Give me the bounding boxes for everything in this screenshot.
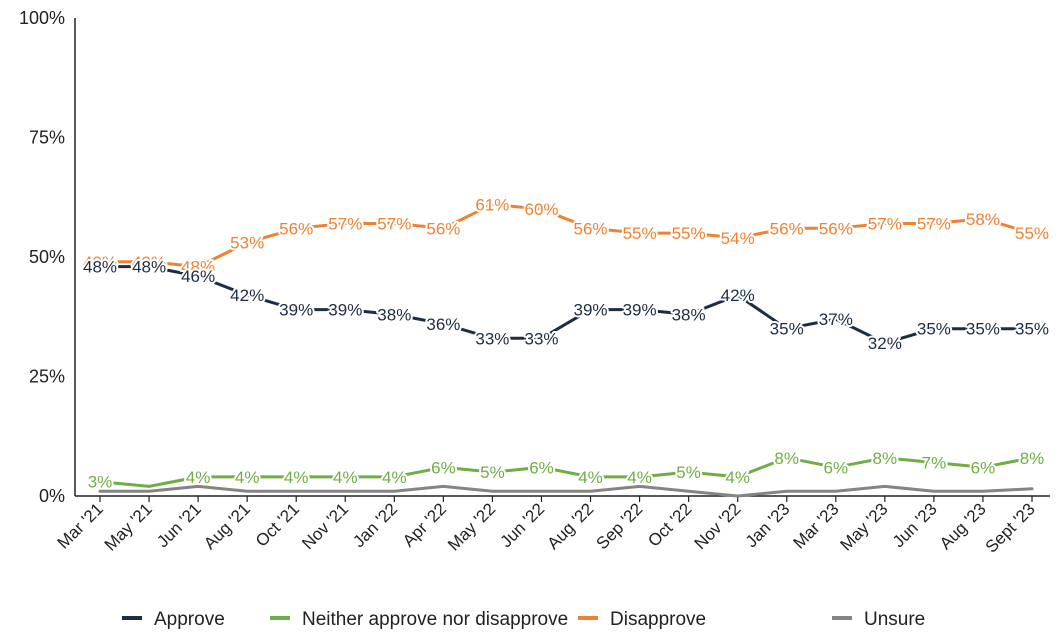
data-label-neither-approve-nor-disapprove: 5% bbox=[676, 463, 701, 482]
data-label-approve: 35% bbox=[917, 320, 951, 339]
data-label-approve: 35% bbox=[1015, 320, 1049, 339]
data-label-neither-approve-nor-disapprove: 4% bbox=[284, 468, 309, 487]
data-label-neither-approve-nor-disapprove: 4% bbox=[725, 468, 750, 487]
data-label-disapprove: 53% bbox=[230, 234, 264, 253]
x-tick-label: Jan '22 bbox=[349, 499, 401, 551]
data-label-approve: 48% bbox=[132, 258, 166, 277]
x-tick-label: Sept '23 bbox=[982, 499, 1039, 556]
data-label-approve: 39% bbox=[623, 301, 657, 320]
y-tick-label: 75% bbox=[29, 128, 65, 148]
data-label-disapprove: 54% bbox=[721, 229, 755, 248]
legend-label-unsure: Unsure bbox=[864, 609, 925, 630]
y-tick-label: 25% bbox=[29, 367, 65, 387]
data-label-disapprove: 55% bbox=[1015, 224, 1049, 243]
data-label-neither-approve-nor-disapprove: 7% bbox=[922, 454, 947, 473]
x-tick-label: Oct '21 bbox=[252, 499, 303, 550]
data-label-approve: 39% bbox=[328, 301, 362, 320]
series-line-unsure bbox=[100, 486, 1032, 496]
x-tick-label: Jun '21 bbox=[153, 499, 205, 551]
data-label-disapprove: 60% bbox=[524, 200, 558, 219]
x-tick-label: May '22 bbox=[444, 499, 499, 554]
x-tick-label: Aug '23 bbox=[936, 499, 990, 553]
data-label-disapprove: 55% bbox=[672, 224, 706, 243]
data-label-approve: 38% bbox=[672, 305, 706, 324]
data-label-approve: 33% bbox=[524, 329, 558, 348]
data-label-approve: 39% bbox=[573, 301, 607, 320]
data-label-disapprove: 56% bbox=[279, 219, 313, 238]
data-label-approve: 36% bbox=[426, 315, 460, 334]
x-tick-label: Jun '23 bbox=[889, 499, 941, 551]
data-label-neither-approve-nor-disapprove: 8% bbox=[774, 449, 799, 468]
data-label-disapprove: 56% bbox=[819, 219, 853, 238]
data-label-disapprove: 57% bbox=[377, 215, 411, 234]
y-tick-label: 0% bbox=[39, 486, 65, 506]
data-label-approve: 37% bbox=[819, 310, 853, 329]
legend-label-approve: Approve bbox=[154, 609, 225, 630]
data-label-neither-approve-nor-disapprove: 4% bbox=[627, 468, 652, 487]
data-label-neither-approve-nor-disapprove: 6% bbox=[529, 458, 554, 477]
data-label-neither-approve-nor-disapprove: 6% bbox=[971, 458, 996, 477]
data-label-approve: 39% bbox=[279, 301, 313, 320]
data-label-neither-approve-nor-disapprove: 6% bbox=[824, 458, 849, 477]
y-tick-label: 100% bbox=[19, 8, 65, 28]
data-label-disapprove: 58% bbox=[966, 210, 1000, 229]
data-label-approve: 35% bbox=[770, 320, 804, 339]
data-label-neither-approve-nor-disapprove: 8% bbox=[1020, 449, 1045, 468]
x-tick-label: Apr '22 bbox=[399, 499, 450, 550]
x-tick-label: Nov '22 bbox=[691, 499, 745, 553]
data-label-approve: 42% bbox=[230, 286, 264, 305]
legend-label-neither-approve-nor-disapprove: Neither approve nor disapprove bbox=[302, 609, 568, 630]
data-label-neither-approve-nor-disapprove: 5% bbox=[480, 463, 505, 482]
x-tick-label: May '23 bbox=[837, 499, 892, 554]
x-tick-label: Nov '21 bbox=[298, 499, 352, 553]
x-tick-label: Aug '22 bbox=[544, 499, 598, 553]
x-tick-label: Jan '23 bbox=[742, 499, 794, 551]
data-label-neither-approve-nor-disapprove: 3% bbox=[88, 473, 113, 492]
data-label-neither-approve-nor-disapprove: 4% bbox=[186, 468, 211, 487]
data-label-approve: 33% bbox=[475, 329, 509, 348]
data-label-approve: 32% bbox=[868, 334, 902, 353]
x-tick-label: Mar '23 bbox=[789, 499, 842, 552]
x-tick-label: Aug '21 bbox=[200, 499, 254, 553]
data-label-neither-approve-nor-disapprove: 4% bbox=[235, 468, 260, 487]
x-tick-label: Oct '22 bbox=[644, 499, 695, 550]
data-label-neither-approve-nor-disapprove: 4% bbox=[333, 468, 358, 487]
x-tick-label: Jun '22 bbox=[496, 499, 548, 551]
x-tick-label: May '21 bbox=[101, 499, 156, 554]
data-label-approve: 48% bbox=[83, 258, 117, 277]
data-label-disapprove: 61% bbox=[475, 195, 509, 214]
legend: Approve Neither approve nor disapprove Dis… bbox=[122, 609, 925, 630]
data-label-neither-approve-nor-disapprove: 4% bbox=[382, 468, 407, 487]
data-label-approve: 46% bbox=[181, 267, 215, 286]
data-label-disapprove: 57% bbox=[917, 215, 951, 234]
legend-label-disapprove: Disapprove bbox=[610, 609, 706, 630]
data-label-disapprove: 57% bbox=[328, 215, 362, 234]
data-label-neither-approve-nor-disapprove: 8% bbox=[873, 449, 898, 468]
data-label-disapprove: 55% bbox=[623, 224, 657, 243]
data-label-neither-approve-nor-disapprove: 4% bbox=[578, 468, 603, 487]
data-label-approve: 42% bbox=[721, 286, 755, 305]
y-axis: 0% 25% 50% 75% 100% bbox=[19, 8, 75, 506]
data-label-neither-approve-nor-disapprove: 6% bbox=[431, 458, 456, 477]
y-tick-label: 50% bbox=[29, 247, 65, 267]
data-label-disapprove: 57% bbox=[868, 215, 902, 234]
data-labels: 3% 4% 4% 4% 4% 4%6% 5% 6%4% 4% 5% 4%8% 6% 8% 7% 6% 8%49… bbox=[83, 195, 1049, 491]
data-label-disapprove: 56% bbox=[770, 219, 804, 238]
data-label-disapprove: 56% bbox=[426, 219, 460, 238]
data-label-approve: 35% bbox=[966, 320, 1000, 339]
x-tick-label: Mar '21 bbox=[54, 499, 107, 552]
x-tick-label: Sep '22 bbox=[593, 499, 647, 553]
data-label-disapprove: 56% bbox=[573, 219, 607, 238]
data-label-approve: 38% bbox=[377, 305, 411, 324]
